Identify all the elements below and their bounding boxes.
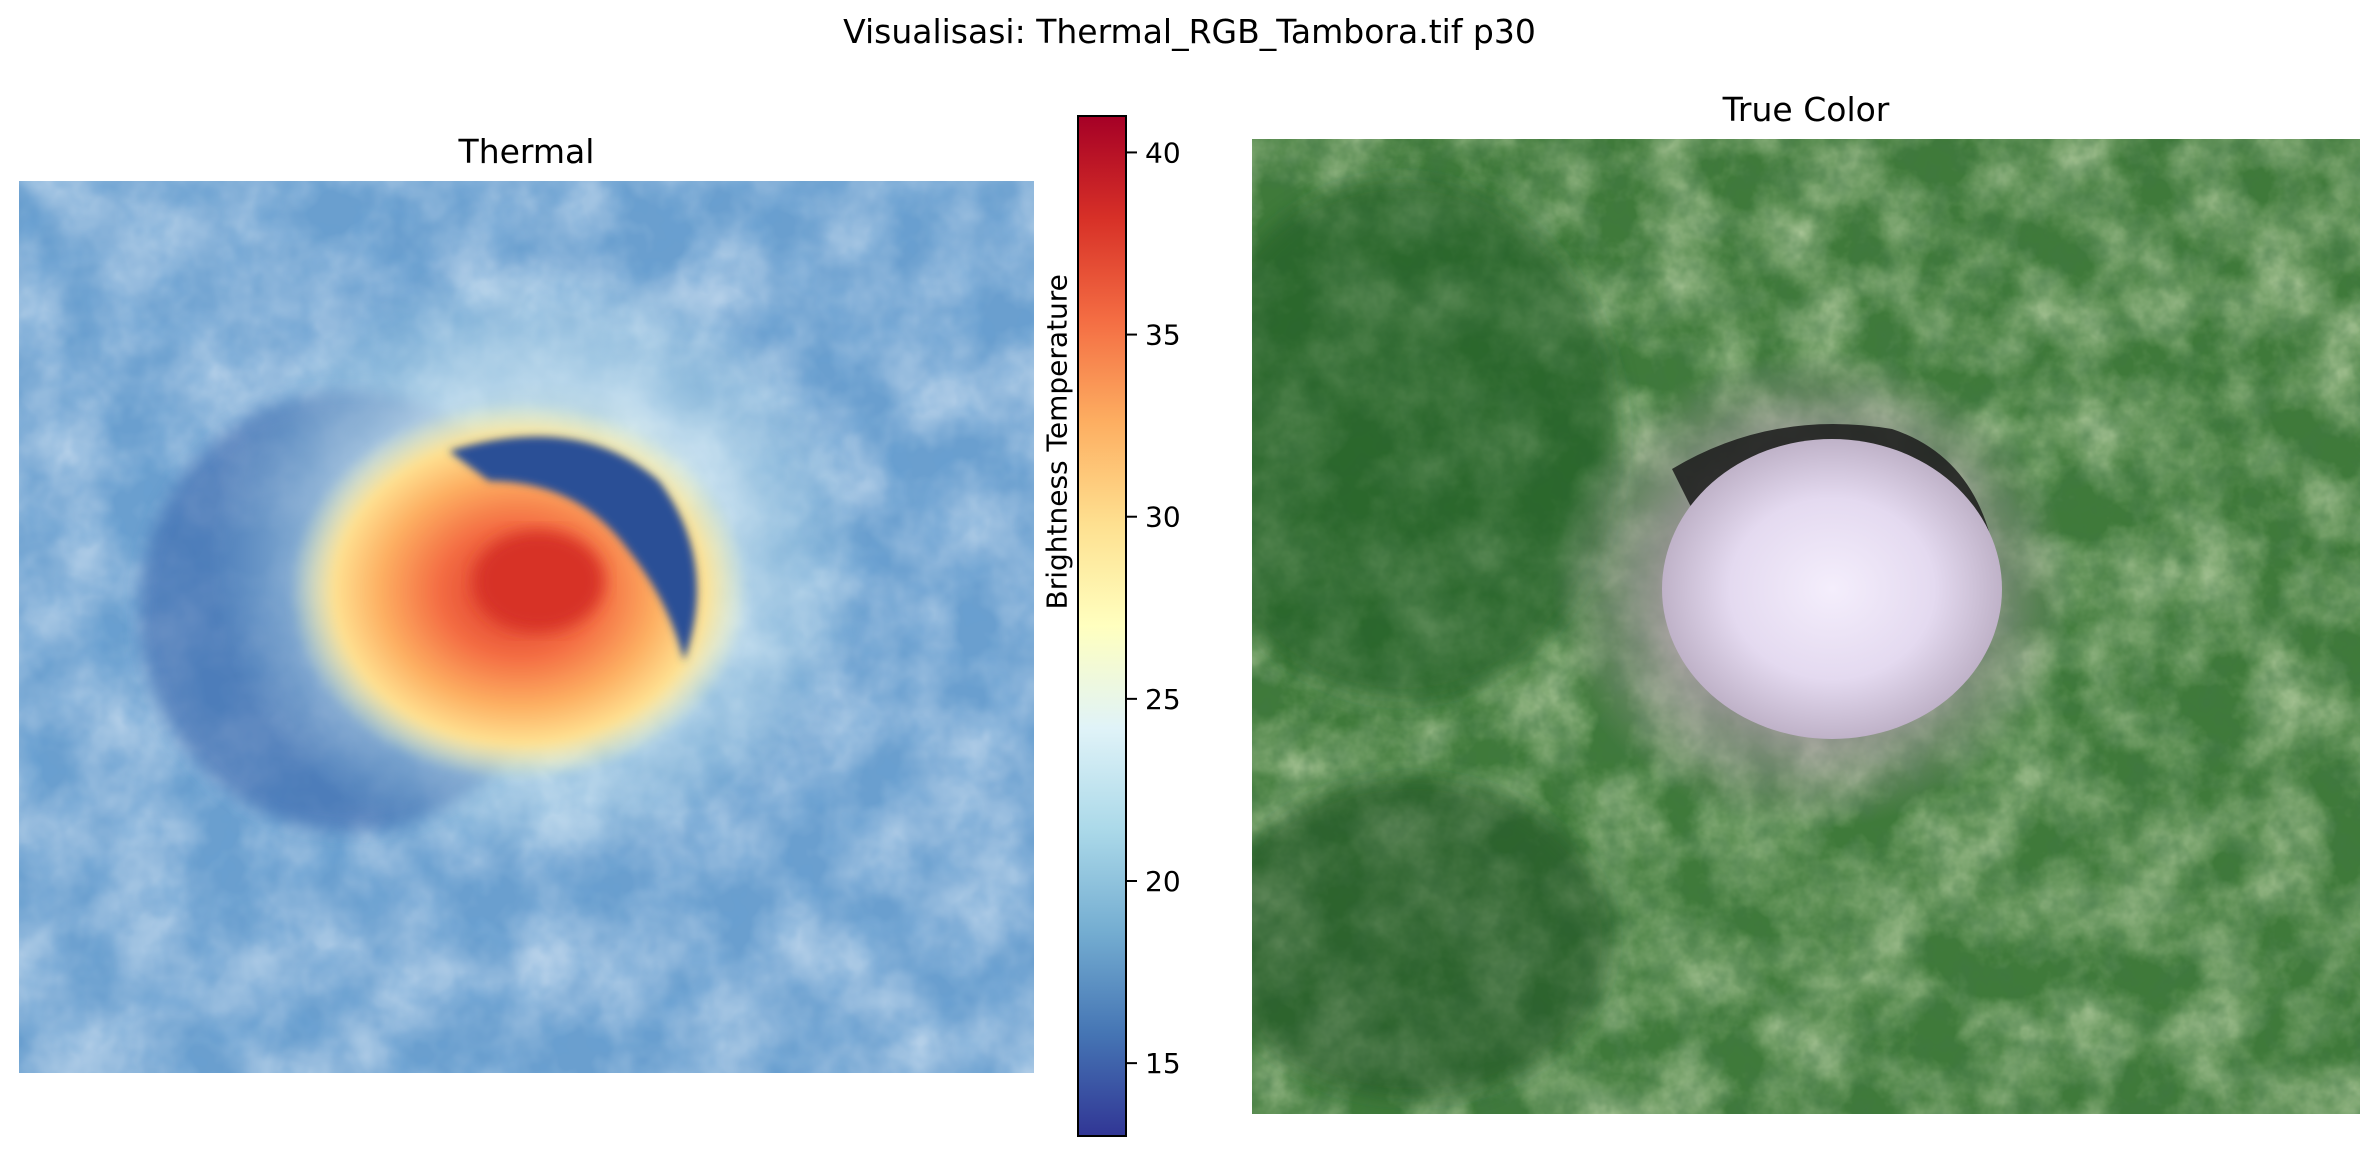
colorbar-tick-label-25: 25 (1145, 683, 1181, 716)
colorbar-fill (1077, 115, 1127, 1137)
colorbar-label: Brightness Temperature (1040, 274, 1074, 610)
thermal-panel-title: Thermal (458, 132, 595, 171)
true-color-image (1252, 139, 2360, 1114)
true-color-panel-title: True Color (1722, 90, 1890, 129)
colorbar-tick-label-15: 15 (1145, 1047, 1181, 1080)
colorbar-tick-label-30: 30 (1145, 501, 1181, 534)
colorbar-tick-label-35: 35 (1145, 319, 1181, 352)
thermal-heatmap-image (19, 181, 1034, 1073)
colorbar-ticks: 15 20 25 30 35 40 (1127, 136, 1181, 1080)
colorbar-tick-label-20: 20 (1145, 865, 1181, 898)
colorbar (1077, 115, 1127, 1137)
colorbar-tick-label-40: 40 (1145, 136, 1181, 169)
figure-title: Visualisasi: Thermal_RGB_Tambora.tif p30 (843, 12, 1536, 51)
